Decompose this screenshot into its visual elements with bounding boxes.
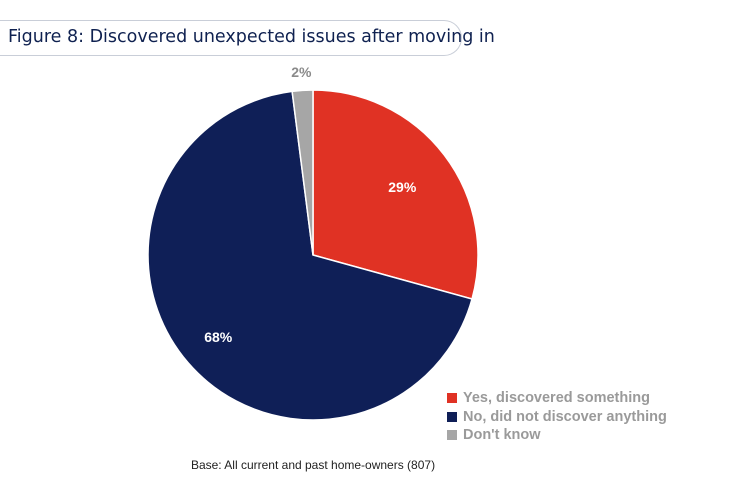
legend-label-yes: Yes, discovered something: [463, 390, 650, 407]
legend-swatch-dont-know: [447, 430, 457, 441]
title-frame: [0, 20, 462, 56]
figure-title: Figure 8: Discovered unexpected issues a…: [8, 27, 495, 47]
legend-item-dont-know: Don't know: [447, 426, 667, 445]
legend-swatch-no: [447, 411, 457, 422]
pie-slice-no: [147, 90, 473, 421]
base-footnote: Base: All current and past home-owners (…: [190, 458, 436, 472]
pie-slice-yes: [312, 89, 479, 300]
pie-label-yes: 29%: [388, 179, 417, 195]
legend-item-no: No, did not discover anything: [447, 408, 667, 427]
legend-label-no: No, did not discover anything: [463, 408, 667, 425]
pie-slice-dont-know: [291, 89, 314, 256]
chart-legend: Yes, discovered something No, did not di…: [447, 389, 667, 445]
legend-item-yes: Yes, discovered something: [447, 389, 667, 408]
pie-label-dont-know: 2%: [291, 64, 312, 80]
legend-swatch-yes: [447, 393, 457, 404]
legend-label-dont-know: Don't know: [463, 427, 541, 444]
pie-label-no: 68%: [204, 329, 233, 345]
